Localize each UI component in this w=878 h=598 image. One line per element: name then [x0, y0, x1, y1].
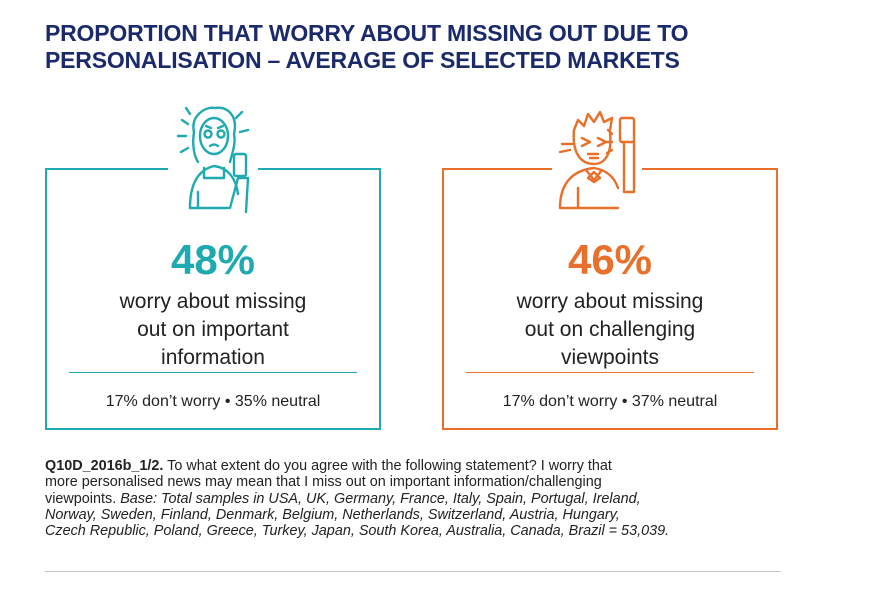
card-breakdown: 17% don’t worry • 35% neutral [105, 393, 321, 410]
desc-line: out on challenging [524, 318, 696, 341]
desc-line: viewpoints [560, 346, 660, 369]
desc-line: information [161, 346, 265, 369]
card-description: worry about missing out on challenging v… [444, 288, 776, 372]
footnote-text: viewpoints. [45, 490, 121, 507]
title-line-1: PROPORTION THAT WORRY ABOUT MISSING OUT … [45, 20, 689, 46]
footnote: Q10D_2016b_1/2. To what extent do you ag… [45, 458, 785, 539]
card-description: worry about missing out on important inf… [47, 288, 379, 372]
base-text: Norway, Sweden, Finland, Denmark, Belgiu… [45, 506, 620, 523]
title-line-2: PERSONALISATION – AVERAGE OF SELECTED MA… [45, 47, 680, 73]
footnote-line-3: viewpoints. Base: Total samples in USA, … [45, 491, 785, 507]
desc-line: worry about missing [516, 290, 704, 313]
footnote-line-4: Norway, Sweden, Finland, Denmark, Belgiu… [45, 507, 785, 523]
percent-value: 46% [567, 236, 653, 283]
percent-value: 48% [170, 236, 256, 283]
footnote-line-2: more personalised news may mean that I m… [45, 474, 602, 491]
base-text: Czech Republic, Poland, Greece, Turkey, … [45, 523, 670, 540]
card-divider [466, 372, 754, 373]
bottom-divider [45, 571, 781, 572]
footnote-line-1: Q10D_2016b_1/2. To what extent do you ag… [45, 458, 785, 474]
chart-title: PROPORTION THAT WORRY ABOUT MISSING OUT … [45, 20, 765, 74]
worried-woman-icon [168, 104, 258, 222]
desc-line: out on important [137, 318, 289, 341]
desc-line: worry about missing [119, 290, 307, 313]
card-breakdown: 17% don’t worry • 37% neutral [502, 393, 718, 410]
card-divider [69, 372, 357, 373]
question-id: Q10D_2016b_1/2. [45, 458, 164, 474]
footnote-line-5: Czech Republic, Poland, Greece, Turkey, … [45, 523, 785, 539]
footnote-text: To what extent do you agree with the fol… [163, 458, 612, 474]
man-with-phone-icon [552, 104, 642, 222]
base-text: Base: Total samples in USA, UK, Germany,… [120, 490, 641, 507]
